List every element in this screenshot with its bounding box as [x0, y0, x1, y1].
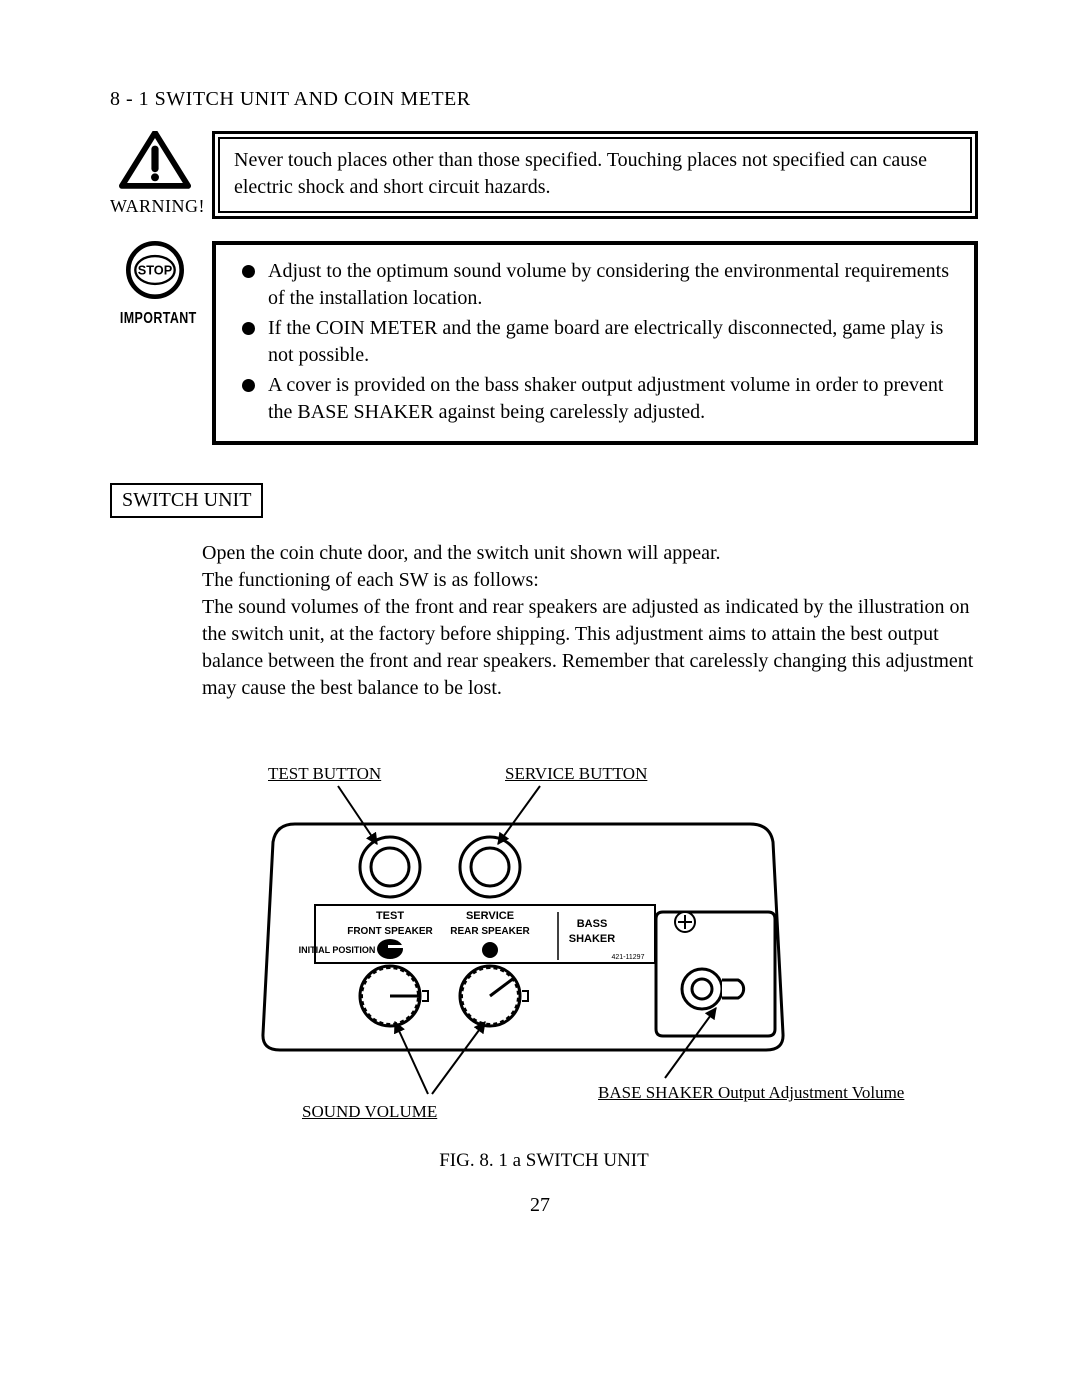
svg-text:421-11297: 421-11297: [612, 954, 645, 961]
callout-service-button: SERVICE BUTTON: [505, 764, 647, 784]
test-button-graphic: [360, 837, 420, 897]
svg-text:SHAKER: SHAKER: [569, 933, 616, 945]
important-icon-col: STOP IMPORTANT: [110, 241, 200, 328]
svg-text:INITIAL POSITION: INITIAL POSITION: [299, 945, 376, 955]
section-heading: 8 - 1 SWITCH UNIT AND COIN METER: [110, 88, 978, 111]
warning-triangle-icon: [119, 131, 191, 189]
service-button-graphic: [460, 837, 520, 897]
warning-icon-col: WARNING!: [110, 131, 200, 217]
svg-text:REAR SPEAKER: REAR SPEAKER: [450, 926, 530, 937]
warning-row: WARNING! Never touch places other than t…: [110, 131, 978, 219]
switch-unit-diagram: TEST SERVICE FRONT SPEAKER REAR SPEAKER …: [260, 764, 900, 1114]
warning-text: Never touch places other than those spec…: [218, 137, 972, 213]
important-bullet: If the COIN METER and the game board are…: [242, 315, 960, 369]
figure-switch-unit: TEST BUTTON SERVICE BUTTON TEST: [260, 764, 900, 1144]
important-bullet: A cover is provided on the bass shaker o…: [242, 372, 960, 426]
figure-caption: FIG. 8. 1 a SWITCH UNIT: [110, 1150, 978, 1172]
callout-base-shaker: BASE SHAKER Output Adjustment Volume: [598, 1083, 904, 1103]
svg-text:BASS: BASS: [577, 918, 608, 930]
warning-box-outer: Never touch places other than those spec…: [212, 131, 978, 219]
svg-text:FRONT SPEAKER: FRONT SPEAKER: [347, 926, 433, 937]
stop-text: STOP: [138, 263, 173, 278]
stop-circle-icon: STOP: [126, 241, 184, 299]
body-paragraph: Open the coin chute door, and the switch…: [202, 540, 978, 702]
callout-sound-volume: SOUND VOLUME: [302, 1102, 437, 1122]
important-row: STOP IMPORTANT Adjust to the optimum sou…: [110, 241, 978, 445]
svg-text:SERVICE: SERVICE: [466, 910, 514, 922]
important-box: Adjust to the optimum sound volume by co…: [212, 241, 978, 445]
document-page: 8 - 1 SWITCH UNIT AND COIN METER WARNING…: [0, 0, 1080, 1397]
warning-label: WARNING!: [110, 196, 200, 217]
important-label: IMPORTANT: [120, 310, 190, 328]
important-bullet: Adjust to the optimum sound volume by co…: [242, 258, 960, 312]
svg-text:TEST: TEST: [376, 910, 404, 922]
callout-test-button: TEST BUTTON: [268, 764, 381, 784]
page-number: 27: [0, 1194, 1080, 1217]
switch-unit-label: SWITCH UNIT: [110, 483, 263, 518]
